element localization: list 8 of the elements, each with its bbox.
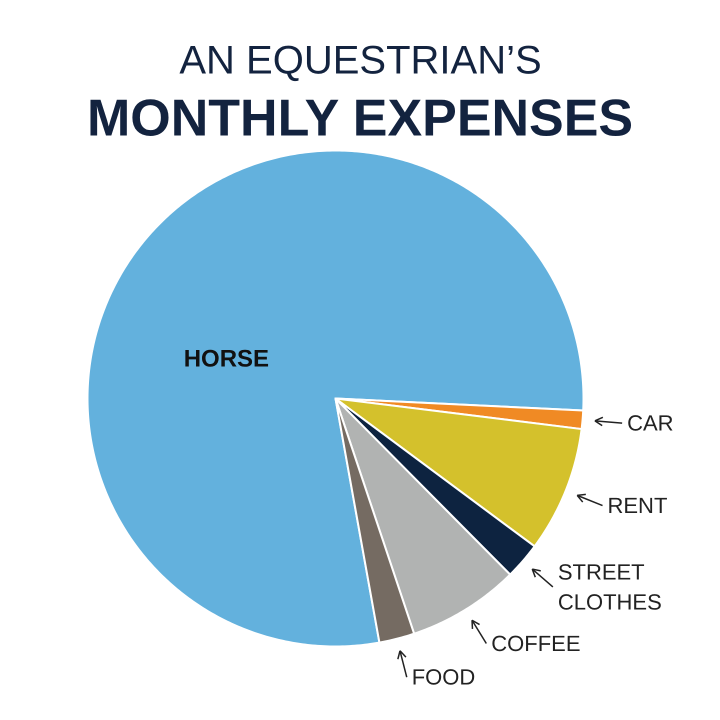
slice-label: CAR	[627, 410, 674, 436]
chart-title: AN EQUESTRIAN’S	[179, 38, 542, 82]
slice-label: FOOD	[412, 664, 476, 690]
slice-label: HORSE	[184, 345, 270, 372]
chart-subtitle: MONTHLY EXPENSES	[86, 90, 634, 148]
slice-label: COFFEE	[491, 630, 581, 656]
slice-label: STREET CLOTHES	[558, 559, 662, 614]
slice-label: RENT	[607, 493, 668, 518]
